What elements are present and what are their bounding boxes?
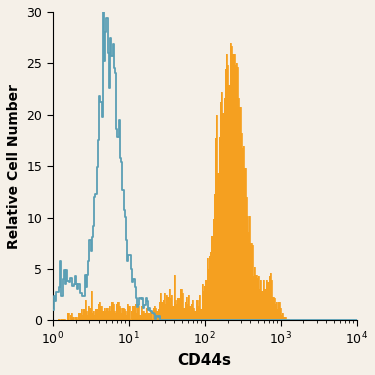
Y-axis label: Relative Cell Number: Relative Cell Number bbox=[7, 84, 21, 249]
X-axis label: CD44s: CD44s bbox=[178, 353, 232, 368]
